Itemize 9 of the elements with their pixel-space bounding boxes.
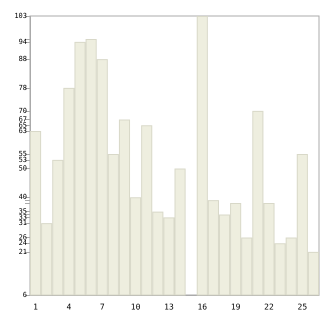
x-tick-label: 7 — [100, 302, 105, 312]
x-tick-label: 10 — [130, 302, 141, 312]
x-tick-label: 13 — [164, 302, 174, 312]
x-tick-label: 25 — [298, 302, 308, 312]
x-tick-label: 4 — [66, 302, 72, 312]
x-tick-label: 1 — [33, 302, 38, 312]
x-tick-label: 22 — [264, 302, 274, 312]
x-tick-label: 16 — [197, 302, 208, 312]
x-tick-label: 19 — [230, 302, 241, 312]
